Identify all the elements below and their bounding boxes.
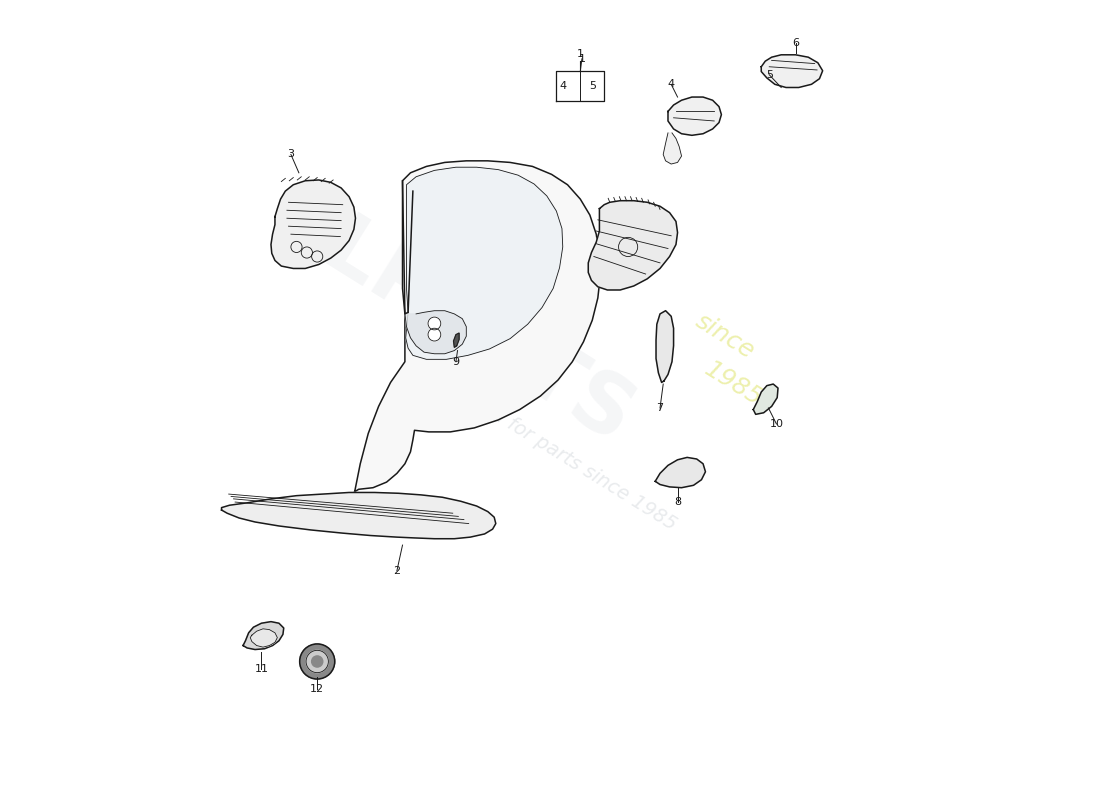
Text: 4: 4 [559, 81, 566, 91]
Text: 2: 2 [394, 566, 400, 576]
Text: ELPARTS: ELPARTS [261, 178, 648, 462]
Text: 10: 10 [769, 419, 783, 429]
Polygon shape [271, 180, 355, 269]
Text: 4: 4 [668, 79, 674, 90]
Polygon shape [761, 55, 823, 87]
Text: 1: 1 [576, 49, 584, 58]
Text: a passion for parts since 1985: a passion for parts since 1985 [420, 362, 680, 534]
Polygon shape [663, 133, 682, 164]
Polygon shape [453, 333, 459, 347]
Circle shape [299, 644, 334, 679]
Polygon shape [656, 458, 705, 488]
Polygon shape [250, 629, 277, 647]
Text: 8: 8 [674, 497, 681, 507]
Text: 11: 11 [254, 665, 268, 674]
Text: 7: 7 [657, 403, 663, 413]
Polygon shape [588, 201, 678, 290]
Text: 9: 9 [452, 357, 460, 366]
Text: 5: 5 [588, 81, 596, 91]
Polygon shape [754, 384, 778, 414]
Text: 3: 3 [287, 150, 295, 159]
Polygon shape [668, 97, 722, 135]
Text: 5: 5 [766, 70, 772, 80]
Text: 6: 6 [792, 38, 799, 48]
Text: 1985: 1985 [700, 357, 767, 411]
Text: 12: 12 [310, 683, 324, 694]
Polygon shape [354, 161, 601, 492]
Circle shape [428, 328, 441, 341]
Text: since: since [692, 309, 759, 364]
Polygon shape [656, 310, 673, 382]
Polygon shape [406, 167, 563, 359]
Circle shape [306, 650, 329, 673]
Polygon shape [221, 493, 496, 538]
Circle shape [428, 317, 441, 330]
Polygon shape [243, 622, 284, 650]
Text: 1: 1 [579, 54, 585, 64]
Circle shape [311, 656, 322, 667]
Polygon shape [405, 310, 466, 354]
